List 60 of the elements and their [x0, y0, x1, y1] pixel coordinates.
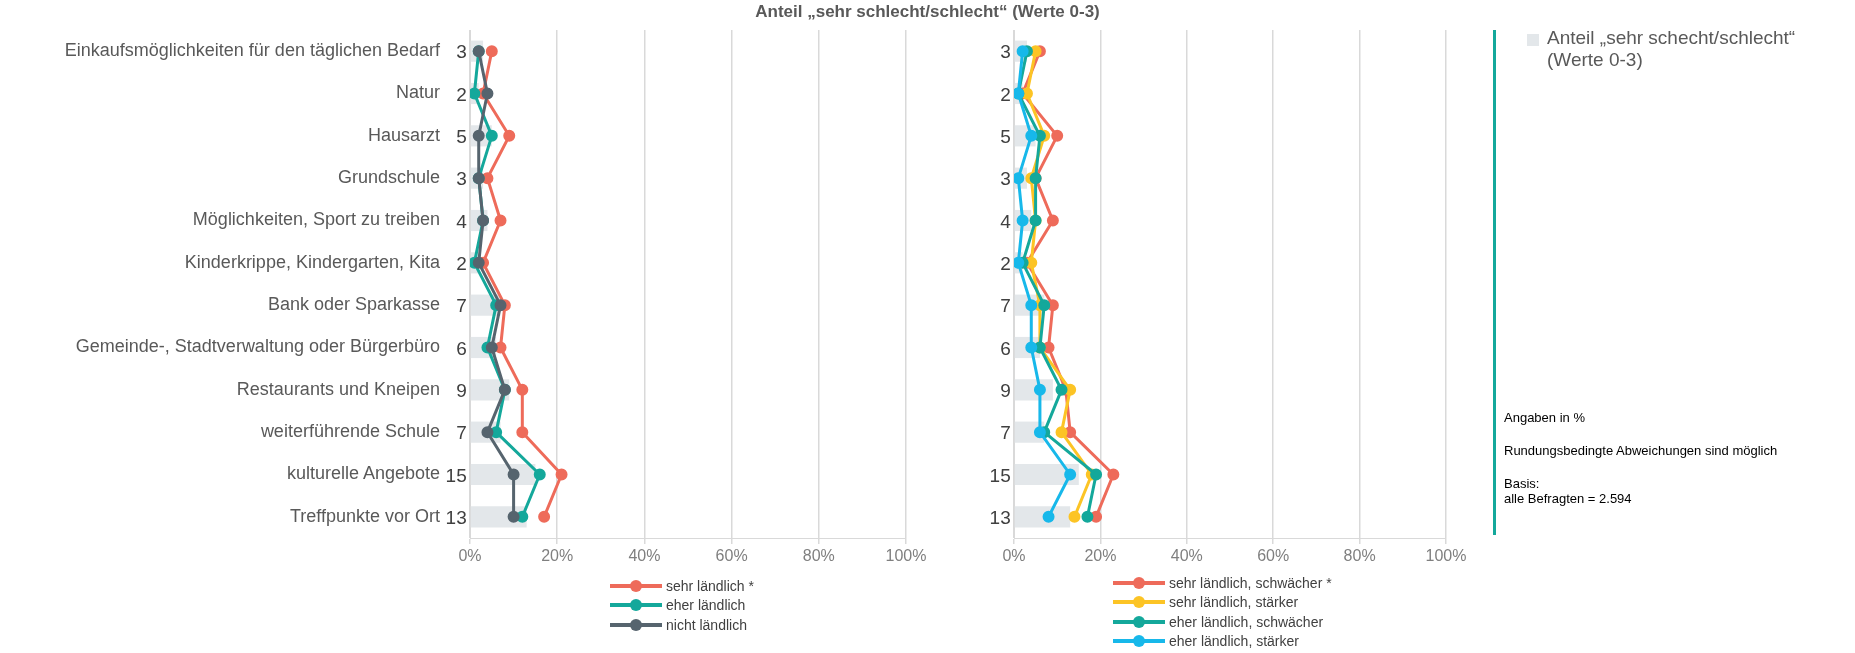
y-tick-label: Gemeinde-, Stadtverwaltung oder Bürgerbüro — [75, 336, 440, 357]
y-tick-label: Einkaufsmöglichkeiten für den täglichen Bedarf — [64, 40, 441, 61]
chart-title: Anteil „sehr schlecht/schlecht“ (Werte 0-3) — [754, 2, 1101, 22]
data-label: 7 — [456, 422, 467, 444]
data-label: 7 — [1000, 422, 1011, 444]
x-tick-label: 0% — [1002, 547, 1026, 565]
text: Rundungsbedingte Abweichungen sind möglich — [1504, 443, 1779, 458]
data-label: 13 — [989, 507, 1011, 529]
legend-label: sehr ländlich, schwächer * — [1169, 574, 1332, 591]
data-label: 5 — [1000, 126, 1011, 148]
x-tick-label: 100% — [1425, 547, 1467, 565]
data-label: 5 — [456, 126, 467, 148]
x-tick-label: 20% — [541, 547, 574, 565]
x-tick-label: 80% — [1343, 547, 1376, 565]
data-label: 9 — [1000, 380, 1011, 402]
x-tick-label: 0% — [458, 547, 482, 565]
x-tick-label: 40% — [1170, 547, 1203, 565]
legend-label: eher ländlich, schwächer — [1169, 613, 1324, 630]
y-tick-label: weiterführende Schule — [259, 421, 440, 442]
data-label: 15 — [445, 464, 467, 486]
data-label: 2 — [1000, 83, 1011, 105]
x-tick-label: 100% — [885, 547, 927, 565]
text: Angaben in % — [1504, 410, 1586, 425]
data-label: 6 — [456, 337, 467, 359]
legend-label: eher ländlich, stärker — [1169, 633, 1299, 650]
data-label: 7 — [1000, 295, 1011, 317]
data-label: 2 — [1000, 253, 1011, 275]
x-tick-label: 80% — [802, 547, 835, 565]
data-label: 13 — [445, 507, 467, 529]
y-tick-label: Natur — [395, 82, 441, 103]
y-tick-label: Möglichkeiten, Sport zu treiben — [192, 209, 440, 230]
y-tick-label: Grundschule — [337, 167, 440, 188]
text: Basis: alle Befragten = 2.594 — [1504, 476, 1633, 506]
data-label: 3 — [1000, 41, 1011, 63]
y-tick-label: Restaurants und Kneipen — [236, 378, 440, 399]
data-label: 2 — [456, 253, 467, 275]
data-label: 4 — [456, 210, 468, 232]
legend-label: sehr ländlich * — [666, 577, 754, 594]
data-label: 15 — [989, 464, 1011, 486]
legend-label: sehr ländlich, stärker — [1169, 594, 1299, 611]
data-label: 6 — [1000, 337, 1011, 359]
data-label: 3 — [1000, 168, 1011, 190]
data-label: 7 — [456, 295, 467, 317]
data-label: 4 — [1000, 210, 1012, 232]
data-label: 3 — [456, 41, 467, 63]
data-label: 9 — [456, 380, 467, 402]
legend-label: nicht ländlich — [666, 616, 747, 633]
y-tick-label: Kinderkrippe, Kindergarten, Kita — [184, 251, 441, 272]
data-label: 2 — [456, 83, 467, 105]
y-tick-label: Hausarzt — [367, 124, 440, 145]
x-tick-label: 60% — [715, 547, 748, 565]
x-tick-label: 60% — [1257, 547, 1290, 565]
x-tick-label: 40% — [628, 547, 661, 565]
y-tick-label: kulturelle Angebote — [286, 463, 440, 484]
data-label: 3 — [456, 168, 467, 190]
x-tick-label: 20% — [1084, 547, 1117, 565]
y-tick-label: Bank oder Sparkasse — [267, 294, 440, 315]
legend-label: Anteil „sehr schecht/schlecht“ (Werte 0-3) — [1547, 27, 1797, 71]
legend-label: eher ländlich — [666, 597, 746, 614]
y-tick-label: Treffpunkte vor Ort — [289, 505, 440, 526]
